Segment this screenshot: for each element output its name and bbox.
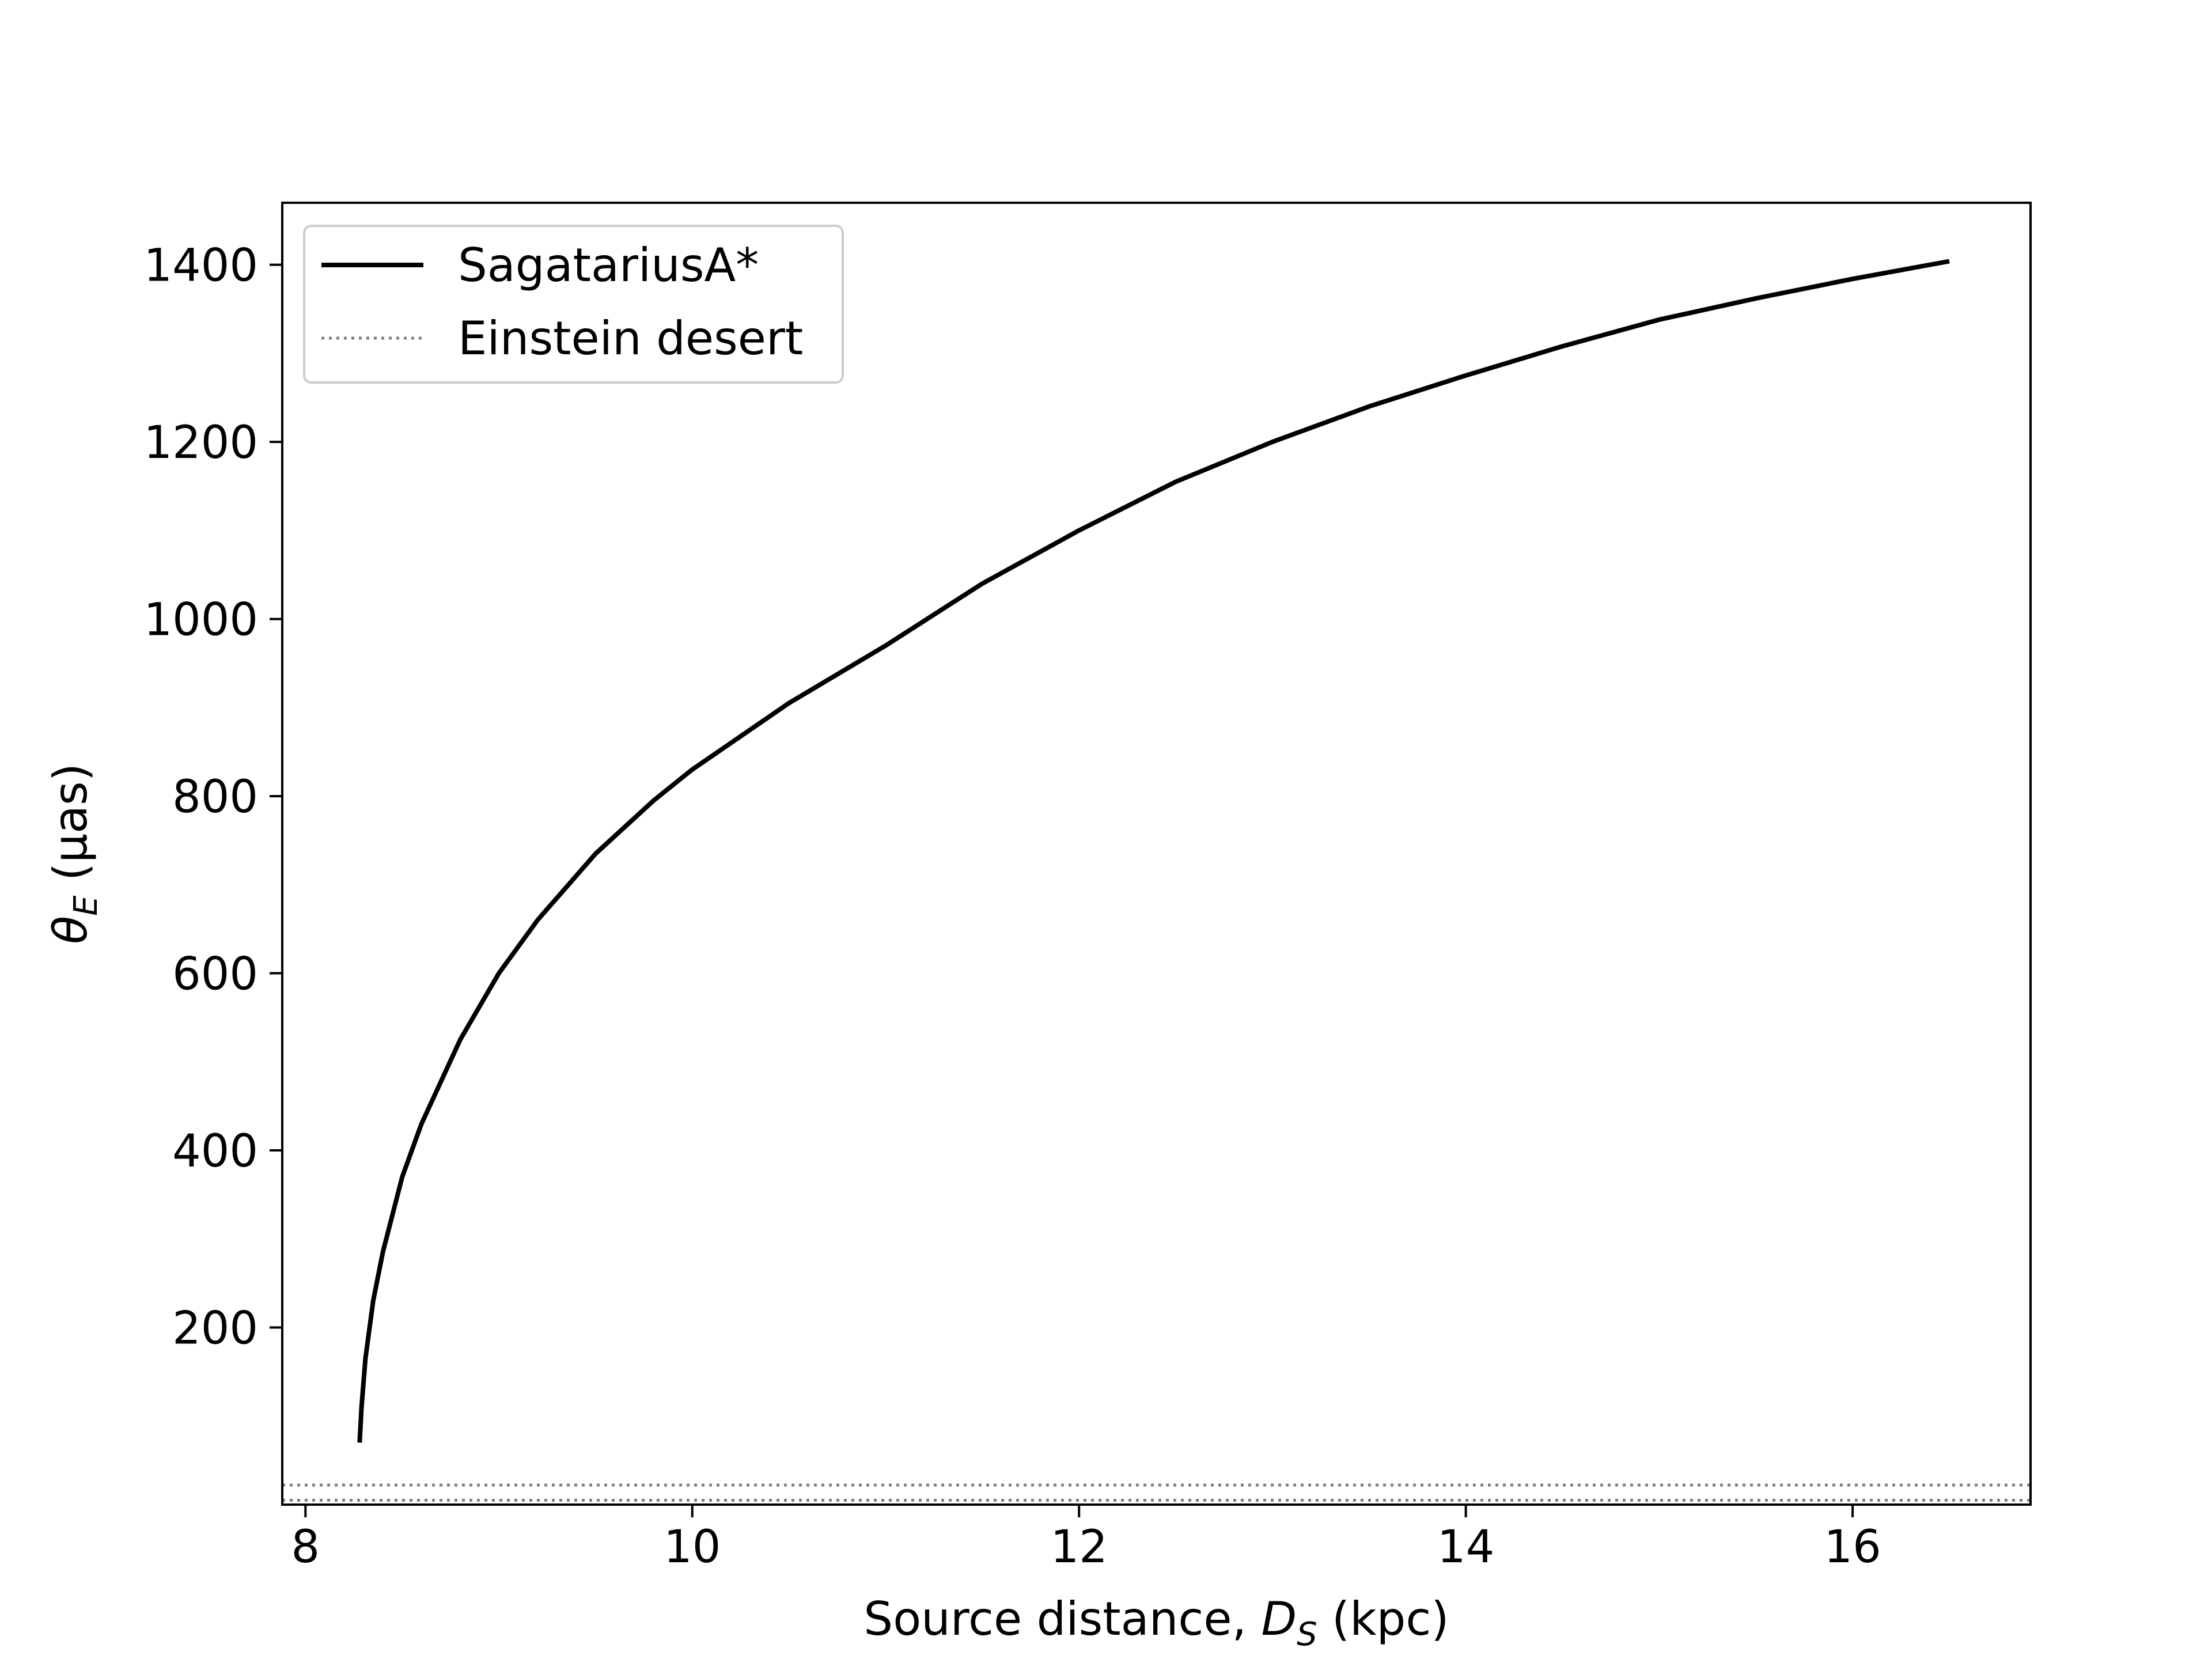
legend-box [303,225,844,384]
plot-area [281,202,2032,1506]
y-tick-label: 200 [172,1303,258,1355]
legend-label-1: SagatariusA* [458,238,759,292]
legend: SagatariusA* Einstein desert [303,225,844,384]
y-tick-label: 800 [172,771,258,823]
x-tick-label: 16 [1824,1521,1881,1573]
y-axis-label: θE (μas) [44,763,105,944]
y-tick-label: 1400 [143,240,258,292]
legend-label-2: Einstein desert [458,312,803,365]
x-tick-label: 14 [1437,1521,1494,1573]
y-tick-label: 400 [172,1126,258,1177]
y-axis: 200 400 600 800 1000 1200 1400 [143,240,282,1355]
plot-frame [281,202,2032,1506]
x-tick-label: 8 [291,1521,320,1573]
y-tick-label: 600 [172,949,258,1001]
x-tick-label: 10 [664,1521,721,1573]
x-axis-label: Source distance, DS (kpc) [863,1592,1449,1653]
series-line-sagittarius [357,259,1950,1443]
x-tick-label: 12 [1051,1521,1108,1573]
y-tick-label: 1200 [143,417,258,469]
x-axis: 8 10 12 14 16 [291,1505,1881,1573]
y-tick-label: 1000 [143,594,258,646]
